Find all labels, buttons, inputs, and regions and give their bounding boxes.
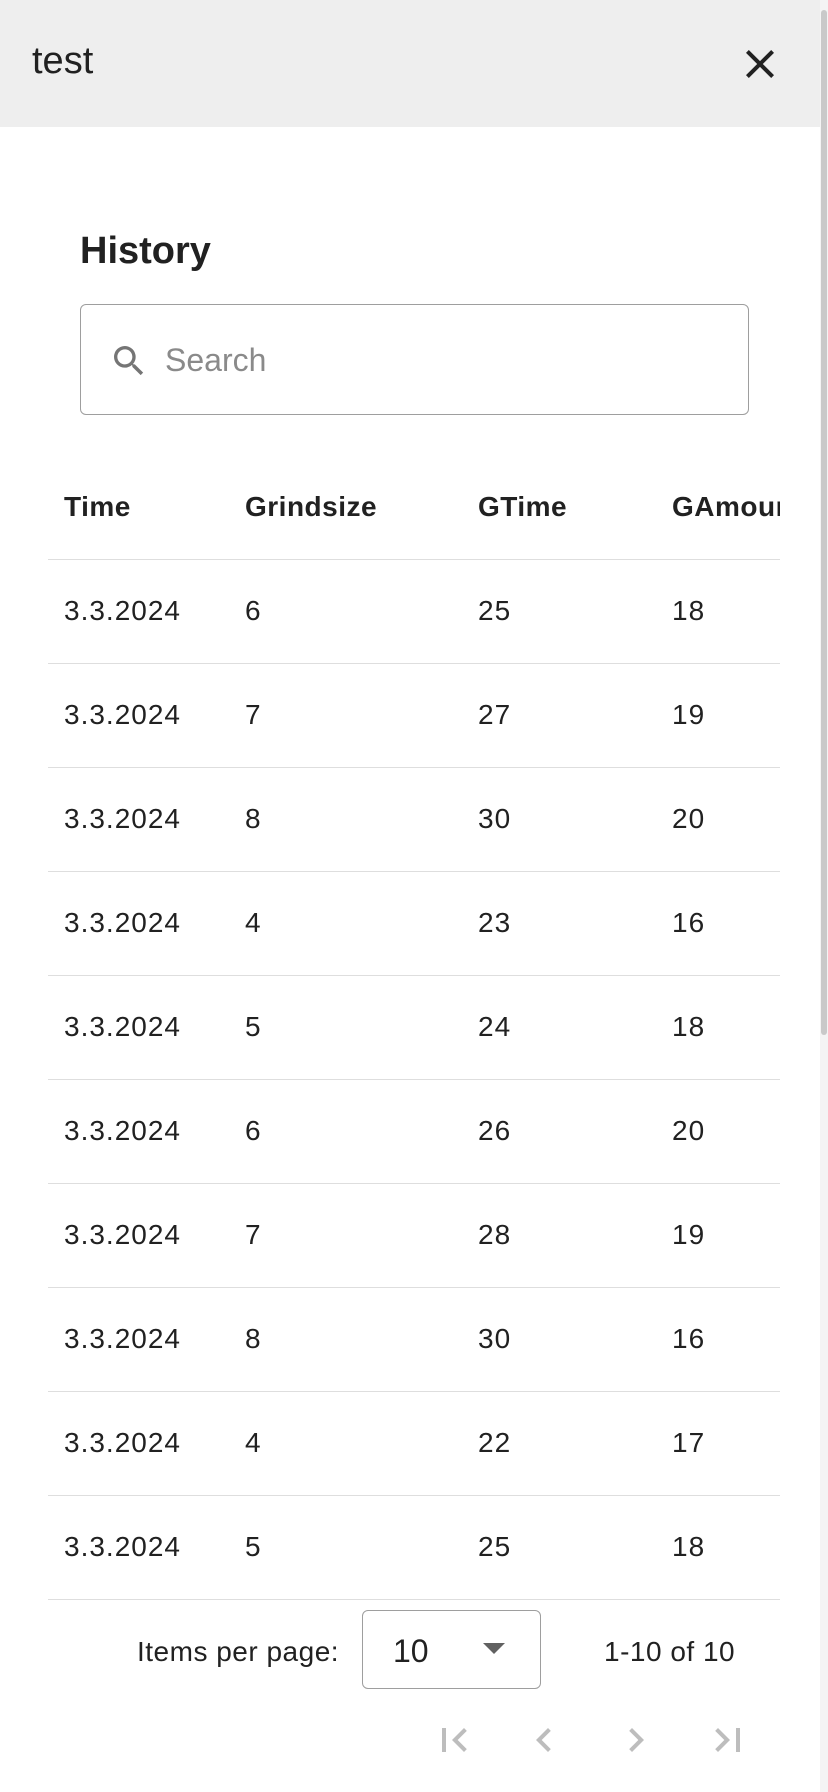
cell-gamount: 20 bbox=[656, 1078, 780, 1183]
cell-gamount: 19 bbox=[656, 662, 780, 767]
table-row[interactable]: 3.3.2024 8 30 16 bbox=[48, 1286, 780, 1391]
table-header-row: Time Grindsize GTime GAmount bbox=[48, 455, 780, 559]
column-header-gtime[interactable]: GTime bbox=[478, 490, 568, 522]
table-row[interactable]: 3.3.2024 5 25 18 bbox=[48, 1494, 780, 1600]
cell-gtime: 28 bbox=[462, 1182, 656, 1287]
chevron-right-icon[interactable] bbox=[612, 1716, 660, 1764]
cell-grindsize: 5 bbox=[229, 974, 462, 1079]
cell-gtime: 23 bbox=[462, 870, 656, 975]
cell-grindsize: 4 bbox=[229, 1390, 462, 1495]
cell-gamount: 17 bbox=[656, 1390, 780, 1495]
column-header-time[interactable]: Time bbox=[64, 490, 131, 522]
cell-grindsize: 7 bbox=[229, 1182, 462, 1287]
cell-time: 3.3.2024 bbox=[48, 1182, 229, 1287]
cell-time: 3.3.2024 bbox=[48, 974, 229, 1079]
cell-gtime: 25 bbox=[462, 558, 656, 663]
column-header-gamount[interactable]: GAmount bbox=[672, 490, 780, 522]
table-row[interactable]: 3.3.2024 7 28 19 bbox=[48, 1182, 780, 1287]
cell-gtime: 25 bbox=[462, 1494, 656, 1600]
cell-gamount: 19 bbox=[656, 1182, 780, 1287]
cell-time: 3.3.2024 bbox=[48, 662, 229, 767]
scrollbar[interactable] bbox=[820, 0, 828, 1792]
table-row[interactable]: 3.3.2024 6 26 20 bbox=[48, 1078, 780, 1183]
table-row[interactable]: 3.3.2024 4 22 17 bbox=[48, 1390, 780, 1495]
table-row[interactable]: 3.3.2024 5 24 18 bbox=[48, 974, 780, 1079]
table-row[interactable]: 3.3.2024 7 27 19 bbox=[48, 662, 780, 767]
cell-grindsize: 8 bbox=[229, 766, 462, 871]
cell-gamount: 16 bbox=[656, 1286, 780, 1391]
cell-grindsize: 6 bbox=[229, 1078, 462, 1183]
cell-gamount: 18 bbox=[656, 558, 780, 663]
column-header-grindsize[interactable]: Grindsize bbox=[245, 490, 378, 522]
cell-grindsize: 5 bbox=[229, 1494, 462, 1600]
search-field[interactable] bbox=[80, 304, 749, 415]
cell-gamount: 20 bbox=[656, 766, 780, 871]
paginator: Items per page: 10 1-10 of 10 bbox=[0, 1600, 820, 1792]
cell-gamount: 16 bbox=[656, 870, 780, 975]
cell-gtime: 30 bbox=[462, 1286, 656, 1391]
cell-time: 3.3.2024 bbox=[48, 870, 229, 975]
cell-time: 3.3.2024 bbox=[48, 558, 229, 663]
items-per-page-label: Items per page: bbox=[137, 1636, 340, 1667]
cell-gtime: 30 bbox=[462, 766, 656, 871]
table-row[interactable]: 3.3.2024 8 30 20 bbox=[48, 766, 780, 871]
page-range-label: 1-10 of 10 bbox=[604, 1636, 736, 1667]
close-icon[interactable] bbox=[736, 40, 784, 88]
page-size-value: 10 bbox=[393, 1633, 429, 1669]
dropdown-arrow-icon bbox=[483, 1643, 505, 1654]
dialog-header: test bbox=[0, 0, 820, 127]
cell-gtime: 26 bbox=[462, 1078, 656, 1183]
cell-gtime: 24 bbox=[462, 974, 656, 1079]
history-table: Time Grindsize GTime GAmount 3.3.2024 6 … bbox=[48, 455, 780, 1600]
cell-grindsize: 6 bbox=[229, 558, 462, 663]
cell-grindsize: 4 bbox=[229, 870, 462, 975]
table-row[interactable]: 3.3.2024 4 23 16 bbox=[48, 870, 780, 975]
last-page-icon[interactable] bbox=[704, 1716, 752, 1764]
cell-time: 3.3.2024 bbox=[48, 1286, 229, 1391]
cell-time: 3.3.2024 bbox=[48, 1078, 229, 1183]
cell-grindsize: 8 bbox=[229, 1286, 462, 1391]
cell-time: 3.3.2024 bbox=[48, 1390, 229, 1495]
cell-gtime: 22 bbox=[462, 1390, 656, 1495]
dialog-title: test bbox=[32, 40, 94, 82]
page-size-select[interactable]: 10 bbox=[362, 1610, 541, 1689]
search-icon bbox=[114, 346, 144, 376]
cell-grindsize: 7 bbox=[229, 662, 462, 767]
first-page-icon[interactable] bbox=[430, 1716, 478, 1764]
history-heading: History bbox=[80, 230, 211, 272]
cell-gamount: 18 bbox=[656, 1494, 780, 1600]
cell-time: 3.3.2024 bbox=[48, 766, 229, 871]
scrollbar-thumb[interactable] bbox=[821, 10, 827, 1035]
search-input[interactable] bbox=[165, 333, 725, 387]
chevron-left-icon[interactable] bbox=[520, 1716, 568, 1764]
cell-gtime: 27 bbox=[462, 662, 656, 767]
cell-time: 3.3.2024 bbox=[48, 1494, 229, 1600]
cell-gamount: 18 bbox=[656, 974, 780, 1079]
table-row[interactable]: 3.3.2024 6 25 18 bbox=[48, 558, 780, 663]
